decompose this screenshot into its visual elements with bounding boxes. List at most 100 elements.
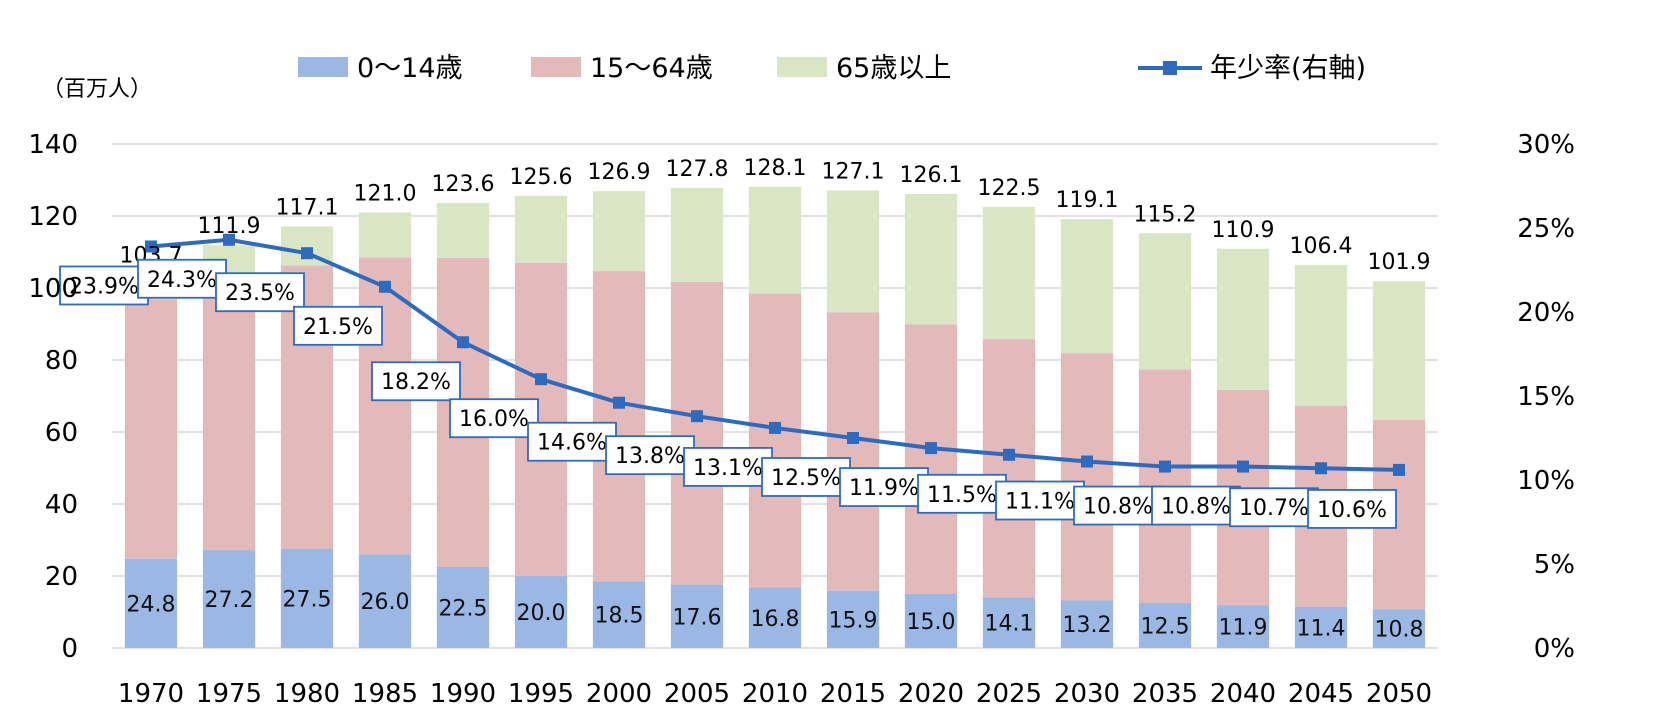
unit-label: （百万人） xyxy=(42,77,152,102)
bar-young xyxy=(1216,605,1270,648)
young-value-label: 10.8 xyxy=(1375,618,1424,643)
rate-label-box xyxy=(293,305,383,346)
y-right-tick-label: 25% xyxy=(1517,214,1575,244)
y-right-tick-label: 5% xyxy=(1534,550,1575,580)
bar-elderly xyxy=(1138,233,1192,370)
x-tick-label: 2035 xyxy=(1132,679,1198,709)
bar-working xyxy=(826,312,880,591)
rate-label-box xyxy=(137,258,227,299)
rate-value-label: 12.5% xyxy=(771,466,841,491)
y-left-tick-label: 140 xyxy=(28,130,78,160)
young-value-label: 16.8 xyxy=(751,607,800,632)
legend-label-young: 0～14歳 xyxy=(357,53,463,84)
bar-working xyxy=(670,281,724,585)
bar-elderly xyxy=(826,190,880,313)
rate-label-box xyxy=(683,447,773,487)
rate-value-label: 18.2% xyxy=(381,370,451,395)
rate-value-label: 16.0% xyxy=(459,407,529,432)
rate-label-box xyxy=(371,361,461,402)
rate-label-box xyxy=(761,457,851,497)
total-value-label: 111.9 xyxy=(198,214,261,239)
y-left-tick-label: 80 xyxy=(45,346,78,376)
x-tick-label: 2020 xyxy=(898,679,964,709)
rate-marker xyxy=(1237,460,1249,473)
total-value-label: 128.1 xyxy=(744,156,807,181)
rate-marker xyxy=(925,442,937,455)
bar-elderly xyxy=(1294,264,1348,406)
rate-label-box xyxy=(1307,489,1397,529)
bar-young xyxy=(1138,603,1192,648)
bar-young xyxy=(592,581,646,648)
bar-young xyxy=(358,554,412,648)
rate-value-label: 13.1% xyxy=(693,456,763,481)
young-value-label: 27.5 xyxy=(283,588,332,613)
x-tick-label: 1975 xyxy=(196,679,262,709)
rate-marker xyxy=(223,233,235,246)
rate-value-label: 11.5% xyxy=(927,483,997,508)
young-value-label: 22.5 xyxy=(439,597,488,622)
legend-swatch-working xyxy=(531,57,581,77)
y-left-tick-label: 60 xyxy=(45,418,78,448)
y-left-tick-label: 40 xyxy=(45,490,78,520)
y-right-tick-label: 15% xyxy=(1517,382,1575,412)
total-value-label: 106.4 xyxy=(1290,234,1353,259)
y-left-tick-label: 120 xyxy=(28,202,78,232)
rate-label-box xyxy=(1073,485,1163,526)
rate-line xyxy=(145,233,1405,476)
total-value-label: 126.1 xyxy=(900,163,963,188)
bar-elderly xyxy=(436,203,490,258)
y-right-tick-label: 30% xyxy=(1517,130,1575,160)
young-value-label: 24.8 xyxy=(127,592,176,617)
rate-marker xyxy=(301,247,313,260)
bar-working xyxy=(124,299,178,559)
x-tick-label: 1985 xyxy=(352,679,418,709)
rate-value-label: 24.3% xyxy=(147,268,217,293)
total-value-label: 125.6 xyxy=(510,165,573,190)
rate-value-label: 21.5% xyxy=(303,315,373,340)
rate-label-box xyxy=(449,398,539,439)
bar-working xyxy=(748,293,802,588)
rate-value-label: 10.6% xyxy=(1317,498,1387,523)
bar-young xyxy=(202,550,256,648)
bar-elderly xyxy=(592,191,646,272)
y-right-tick-label: 10% xyxy=(1517,466,1575,496)
bar-young xyxy=(826,590,880,648)
bar-elderly xyxy=(904,194,958,325)
young-value-label: 20.0 xyxy=(517,601,566,626)
rate-marker xyxy=(769,421,781,434)
legend-label-elderly: 65歳以上 xyxy=(836,53,951,84)
x-tick-label: 2040 xyxy=(1210,679,1276,709)
total-value-label: 123.6 xyxy=(432,172,495,197)
bar-working xyxy=(202,277,256,551)
rate-label-box xyxy=(59,265,149,306)
young-value-label: 11.9 xyxy=(1219,616,1268,641)
bar-young xyxy=(982,597,1036,648)
rate-label-box xyxy=(1229,487,1319,528)
x-tick-label: 2015 xyxy=(820,679,886,709)
y-left-tick-label: 20 xyxy=(45,562,78,592)
y-right-tick-label: 0% xyxy=(1534,634,1575,664)
x-tick-label: 2030 xyxy=(1054,679,1120,709)
x-tick-label: 1995 xyxy=(508,679,574,709)
legend-label-rate: 年少率(右軸) xyxy=(1210,53,1366,84)
bar-young xyxy=(280,549,334,648)
x-tick-label: 2050 xyxy=(1366,679,1432,709)
legend-item-working: 15～64歳 xyxy=(531,53,713,84)
rate-value-label: 11.1% xyxy=(1005,490,1075,515)
x-tick-label: 2005 xyxy=(664,679,730,709)
y-left-tick-label: 0 xyxy=(61,634,78,664)
bar-elderly xyxy=(670,187,724,282)
total-value-label: 126.9 xyxy=(588,160,651,185)
young-value-label: 18.5 xyxy=(595,604,644,629)
x-tick-label: 2010 xyxy=(742,679,808,709)
rate-value-label: 23.5% xyxy=(225,281,295,306)
rate-value-label: 13.8% xyxy=(615,444,685,469)
rate-marker xyxy=(145,240,157,253)
rate-marker xyxy=(1081,455,1093,468)
legend-marker-rate xyxy=(1163,61,1177,75)
legend-swatch-young xyxy=(298,57,348,77)
total-value-label: 115.2 xyxy=(1134,202,1197,227)
x-tick-label: 2025 xyxy=(976,679,1042,709)
bar-elderly xyxy=(358,212,412,258)
x-tick-label: 2000 xyxy=(586,679,652,709)
